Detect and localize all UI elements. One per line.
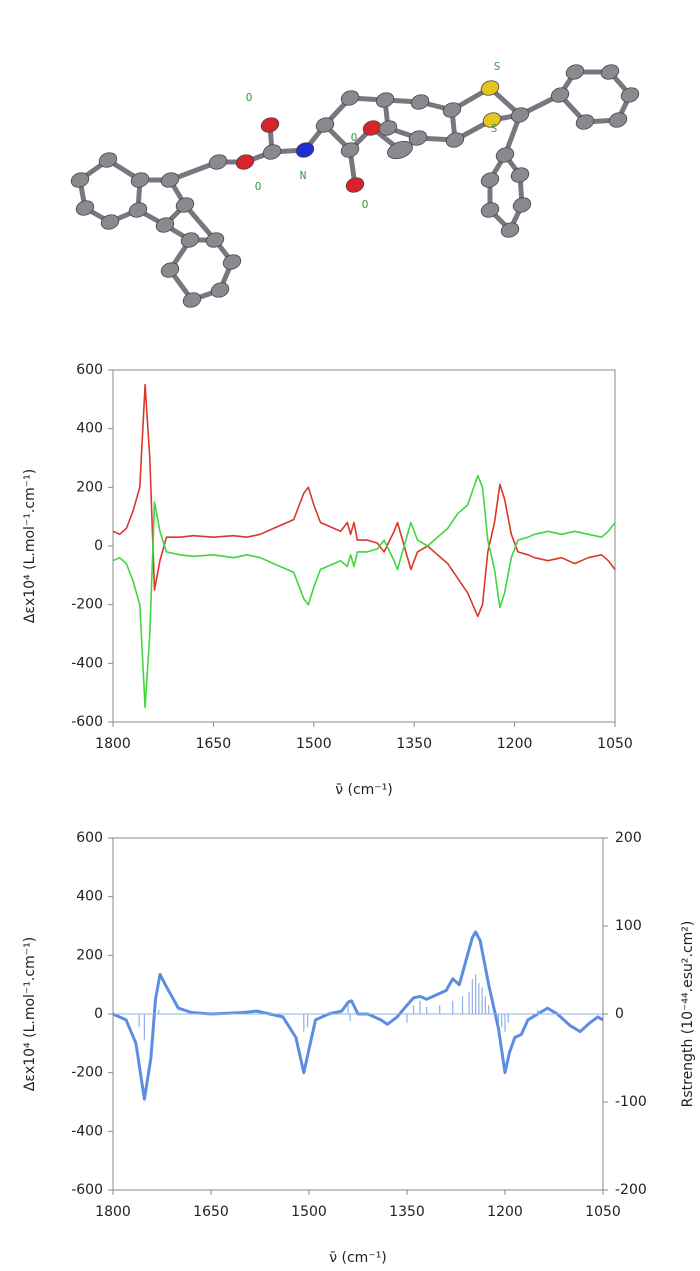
x-tick-label: 1500 [291,1204,327,1220]
atom [620,87,640,103]
y-tick-label: -400 [71,1123,103,1139]
y2-tick-label: -100 [615,1094,647,1110]
x-axis-title: ν̄ (cm⁻¹) [329,1250,387,1266]
y-tick-label: 0 [94,1006,103,1022]
atom [445,132,465,148]
x-tick-label: 1800 [95,736,131,752]
plot-frame [112,369,616,723]
atom-label: S [494,60,501,73]
data-line [112,930,604,1101]
y-tick-label: -600 [71,1182,103,1198]
atom [575,114,595,130]
atom [480,172,500,188]
atom [512,197,532,213]
atom [210,282,230,298]
x-tick-label: 1650 [193,1204,229,1220]
atom [608,112,628,128]
y2-tick-label: 200 [615,830,642,846]
atom [500,222,520,238]
data-line [112,383,616,618]
atom [510,167,530,183]
atom [378,120,398,136]
y-tick-label: 400 [76,889,103,905]
atom [600,64,620,80]
atom [295,142,315,158]
atom-label: O [351,131,358,144]
y-tick-label: 400 [76,421,103,437]
atom [495,147,515,163]
atom [128,202,148,218]
atom [75,200,95,216]
x-tick-label: 1800 [95,1204,131,1220]
atom [160,172,180,188]
atom [130,172,150,188]
y2-axis-title: Rstrength (10⁻⁴⁴.esu².cm²) [680,921,696,1108]
data-line [112,474,616,709]
atom [387,140,413,160]
x-tick-label: 1200 [487,1204,523,1220]
atom [565,64,585,80]
atom [442,102,462,118]
atom [345,177,365,193]
atom [410,94,430,110]
y2-tick-label: -200 [615,1182,647,1198]
molecule-structure: O O N O O S S [70,60,640,308]
y-tick-label: 600 [76,362,103,378]
y-tick-label: 200 [76,479,103,495]
atom [260,117,280,133]
y-axis-title: Δεx10⁴ (L.mol⁻¹.cm⁻¹) [22,937,38,1091]
atom [205,232,225,248]
x-axis-title: ν̄ (cm⁻¹) [335,782,393,798]
atom [70,172,90,188]
atom [222,254,242,270]
x-tick-label: 1350 [396,736,432,752]
atom [160,262,180,278]
atom [235,154,255,170]
atom [208,154,228,170]
y-tick-label: -600 [71,714,103,730]
y-tick-label: -200 [71,1065,103,1081]
y-tick-label: 600 [76,830,103,846]
atom [480,80,500,96]
atom-label: O [246,91,253,104]
y-tick-label: -200 [71,597,103,613]
atom-label: S [491,122,498,135]
y2-tick-label: 0 [615,1006,624,1022]
atom [98,152,118,168]
atom [262,144,282,160]
atom [100,214,120,230]
atom [480,202,500,218]
x-tick-label: 1200 [497,736,533,752]
atom [408,130,428,146]
x-tick-label: 1350 [389,1204,425,1220]
x-tick-label: 1500 [296,736,332,752]
atom-label: O [362,198,369,211]
atom [155,217,175,233]
atom [175,197,195,213]
x-tick-label: 1650 [196,736,232,752]
atom [375,92,395,108]
atom [340,90,360,106]
atom [482,112,502,128]
atom-label: N [300,169,307,182]
bond [183,203,217,242]
y-tick-label: -400 [71,655,103,671]
x-tick-label: 1050 [585,1204,621,1220]
atom [550,87,570,103]
y-tick-label: 0 [94,538,103,554]
atom [182,292,202,308]
y-tick-label: 200 [76,947,103,963]
x-tick-label: 1050 [597,736,633,752]
atom [510,107,530,123]
atom [180,232,200,248]
chart: -600 -400 -200 0 200 400 600 1800 1650 1500 1350 12… [22,830,696,1266]
atom [340,142,360,158]
atom [315,117,335,133]
y2-tick-label: 100 [615,918,642,934]
atom-label: O [255,180,262,193]
chart: -600 -400 -200 0 200 400 600 1800 1650 1500 1350 12… [22,362,633,798]
y-axis-title: Δεx10⁴ (L.mol⁻¹.cm⁻¹) [22,469,38,623]
